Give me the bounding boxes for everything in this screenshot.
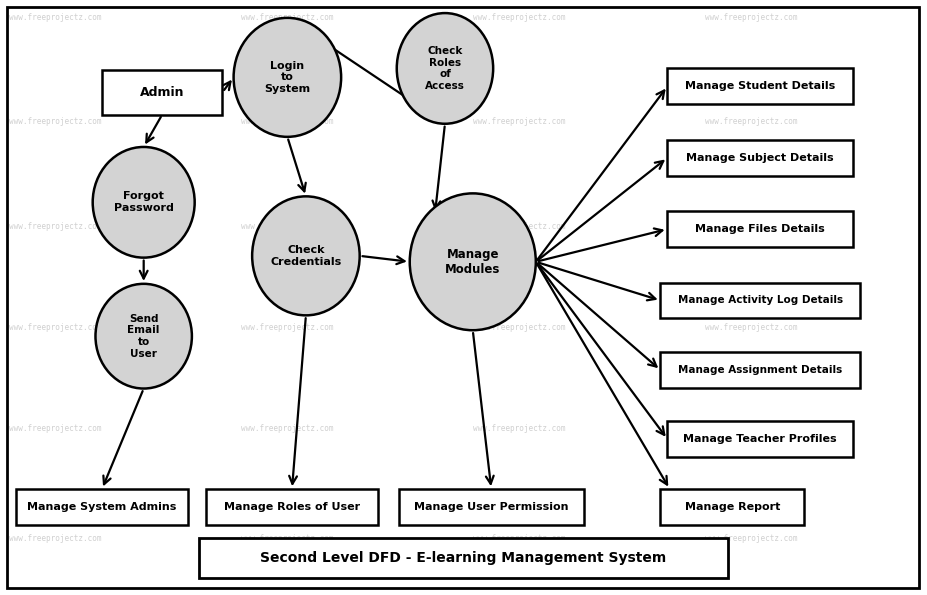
Ellipse shape bbox=[410, 193, 536, 330]
FancyBboxPatch shape bbox=[7, 7, 919, 588]
Text: Admin: Admin bbox=[140, 86, 184, 99]
Text: Check
Credentials: Check Credentials bbox=[271, 245, 341, 267]
FancyBboxPatch shape bbox=[399, 489, 584, 525]
Text: www.freeprojectz.com: www.freeprojectz.com bbox=[241, 221, 334, 231]
Text: Second Level DFD - E-learning Management System: Second Level DFD - E-learning Management… bbox=[260, 551, 667, 565]
Text: Manage User Permission: Manage User Permission bbox=[414, 502, 568, 512]
Ellipse shape bbox=[252, 196, 360, 315]
FancyBboxPatch shape bbox=[199, 538, 728, 578]
Text: www.freeprojectz.com: www.freeprojectz.com bbox=[241, 424, 334, 433]
Text: Send
Email
to
User: Send Email to User bbox=[128, 314, 159, 359]
Text: www.freeprojectz.com: www.freeprojectz.com bbox=[705, 534, 797, 543]
Text: www.freeprojectz.com: www.freeprojectz.com bbox=[9, 322, 102, 332]
Text: Manage Report: Manage Report bbox=[685, 502, 780, 512]
Text: www.freeprojectz.com: www.freeprojectz.com bbox=[705, 13, 797, 23]
Text: Manage Activity Log Details: Manage Activity Log Details bbox=[678, 296, 843, 305]
FancyBboxPatch shape bbox=[660, 352, 859, 388]
Text: www.freeprojectz.com: www.freeprojectz.com bbox=[241, 322, 334, 332]
FancyBboxPatch shape bbox=[16, 489, 187, 525]
Text: Manage System Admins: Manage System Admins bbox=[27, 502, 177, 512]
Text: Manage
Modules: Manage Modules bbox=[445, 248, 501, 276]
Text: www.freeprojectz.com: www.freeprojectz.com bbox=[9, 13, 102, 23]
FancyBboxPatch shape bbox=[667, 140, 853, 176]
Text: www.freeprojectz.com: www.freeprojectz.com bbox=[473, 13, 565, 23]
Ellipse shape bbox=[95, 284, 192, 389]
Text: www.freeprojectz.com: www.freeprojectz.com bbox=[705, 322, 797, 332]
FancyBboxPatch shape bbox=[667, 68, 853, 104]
Text: Manage Student Details: Manage Student Details bbox=[685, 82, 835, 91]
Text: www.freeprojectz.com: www.freeprojectz.com bbox=[9, 424, 102, 433]
Text: Manage Files Details: Manage Files Details bbox=[695, 224, 825, 234]
FancyBboxPatch shape bbox=[102, 70, 222, 114]
Ellipse shape bbox=[397, 13, 493, 124]
Text: www.freeprojectz.com: www.freeprojectz.com bbox=[473, 534, 565, 543]
Ellipse shape bbox=[234, 18, 341, 137]
Text: www.freeprojectz.com: www.freeprojectz.com bbox=[9, 534, 102, 543]
FancyBboxPatch shape bbox=[660, 489, 804, 525]
Text: www.freeprojectz.com: www.freeprojectz.com bbox=[705, 117, 797, 127]
Text: Manage Subject Details: Manage Subject Details bbox=[686, 153, 834, 162]
FancyBboxPatch shape bbox=[667, 421, 853, 457]
Ellipse shape bbox=[93, 147, 195, 258]
Text: Manage Assignment Details: Manage Assignment Details bbox=[678, 365, 843, 375]
FancyBboxPatch shape bbox=[206, 489, 378, 525]
Text: www.freeprojectz.com: www.freeprojectz.com bbox=[9, 221, 102, 231]
Text: www.freeprojectz.com: www.freeprojectz.com bbox=[705, 221, 797, 231]
Text: www.freeprojectz.com: www.freeprojectz.com bbox=[705, 424, 797, 433]
Text: www.freeprojectz.com: www.freeprojectz.com bbox=[473, 424, 565, 433]
Text: www.freeprojectz.com: www.freeprojectz.com bbox=[473, 322, 565, 332]
Text: www.freeprojectz.com: www.freeprojectz.com bbox=[241, 13, 334, 23]
Text: Login
to
System: Login to System bbox=[264, 61, 311, 94]
Text: Forgot
Password: Forgot Password bbox=[114, 192, 173, 213]
FancyBboxPatch shape bbox=[660, 283, 859, 318]
Text: www.freeprojectz.com: www.freeprojectz.com bbox=[473, 221, 565, 231]
Text: www.freeprojectz.com: www.freeprojectz.com bbox=[241, 534, 334, 543]
Text: www.freeprojectz.com: www.freeprojectz.com bbox=[473, 117, 565, 127]
Text: Manage Roles of User: Manage Roles of User bbox=[224, 502, 360, 512]
Text: www.freeprojectz.com: www.freeprojectz.com bbox=[9, 117, 102, 127]
Text: Manage Teacher Profiles: Manage Teacher Profiles bbox=[683, 434, 837, 444]
Text: Check
Roles
of
Access: Check Roles of Access bbox=[425, 46, 465, 91]
Text: www.freeprojectz.com: www.freeprojectz.com bbox=[241, 117, 334, 127]
FancyBboxPatch shape bbox=[667, 211, 853, 247]
